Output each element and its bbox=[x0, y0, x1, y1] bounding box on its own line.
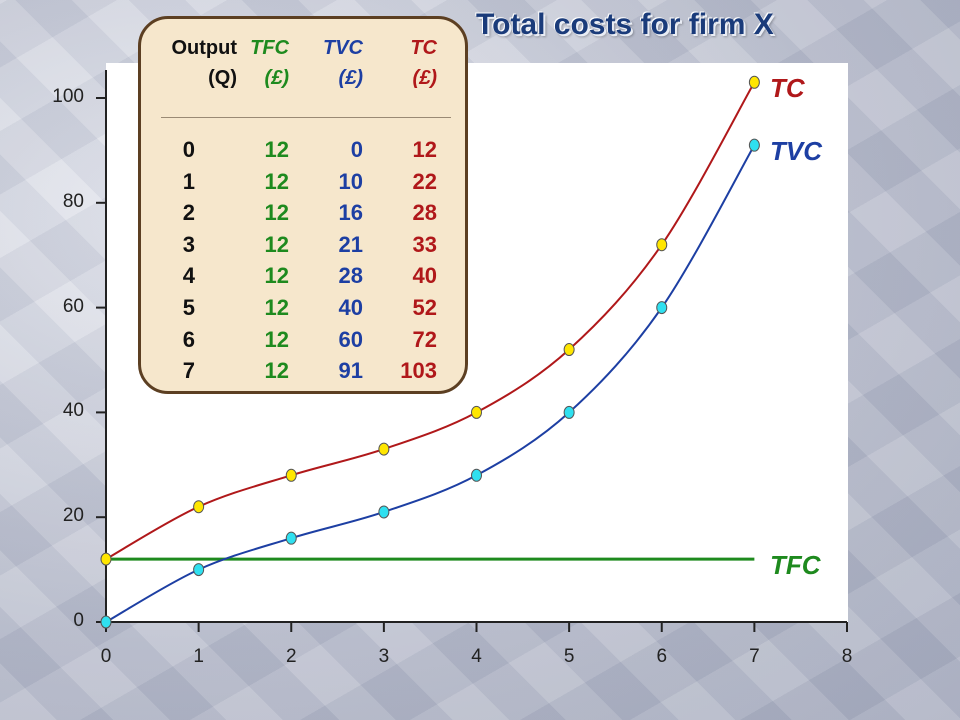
y-tick-label: 60 bbox=[62, 295, 84, 317]
x-tick-label: 4 bbox=[471, 646, 482, 667]
cost-table: Output (Q) TFC (£) TVC (£) TC (£) 0 12 0 12 1 12 10 22 2… bbox=[138, 16, 468, 394]
table-cell: 12 bbox=[264, 231, 289, 257]
table-cell: 12 bbox=[264, 358, 289, 384]
tvc-point bbox=[285, 531, 297, 545]
x-tick-label: 3 bbox=[378, 646, 390, 667]
x-tick-label: 2 bbox=[285, 646, 297, 667]
tc-point bbox=[193, 500, 205, 514]
x-tick-label: 6 bbox=[656, 646, 668, 667]
table-cell: 12 bbox=[264, 168, 289, 194]
y-tick-label: 100 bbox=[52, 86, 84, 107]
table-cell: 40 bbox=[412, 263, 437, 289]
table-header-cell: (£) bbox=[412, 67, 437, 89]
table-cell: 12 bbox=[264, 200, 289, 226]
table-header-cell: TC bbox=[410, 37, 437, 59]
table-cell: 12 bbox=[264, 326, 289, 352]
tvc-point bbox=[563, 405, 575, 419]
tc-point bbox=[285, 468, 297, 482]
table-cell: 12 bbox=[412, 137, 437, 162]
tvc-point bbox=[748, 138, 760, 152]
tvc-point bbox=[193, 563, 205, 577]
table-cell: 10 bbox=[338, 168, 363, 194]
table-cell: 103 bbox=[400, 358, 437, 384]
x-tick-label: 8 bbox=[841, 646, 853, 667]
tc-point bbox=[471, 405, 482, 419]
table-cell: 28 bbox=[338, 263, 363, 289]
tvc-point bbox=[656, 301, 668, 315]
tc-series-label: TC bbox=[770, 73, 805, 104]
table-header-cell: Output bbox=[171, 37, 237, 59]
table-cell: 0 bbox=[182, 137, 195, 162]
table-cell: 72 bbox=[412, 326, 437, 352]
table-cell: 28 bbox=[412, 200, 437, 226]
chart-title: Total costs for firm X bbox=[476, 8, 774, 41]
x-tick-label: 0 bbox=[100, 646, 112, 667]
table-header-cell: TFC bbox=[250, 37, 289, 59]
table-header-cell: TVC bbox=[323, 37, 363, 59]
tc-point bbox=[656, 238, 668, 252]
y-tick-label: 0 bbox=[73, 610, 84, 631]
tfc-series-label: TFC bbox=[770, 550, 821, 581]
table-header-cell: (Q) bbox=[208, 67, 237, 89]
table-cell: 3 bbox=[182, 231, 195, 257]
table-cell: 2 bbox=[182, 200, 195, 226]
table-cell: 7 bbox=[182, 358, 195, 384]
table-cell: 1 bbox=[182, 168, 195, 194]
y-tick-label: 80 bbox=[62, 190, 84, 212]
table-cell: 6 bbox=[182, 326, 195, 352]
table-cell: 33 bbox=[412, 231, 437, 257]
table-cell: 12 bbox=[264, 295, 289, 320]
tvc-point bbox=[471, 468, 482, 482]
y-tick-label: 40 bbox=[62, 400, 84, 422]
table-header-cell: (£) bbox=[264, 67, 289, 89]
table-cell: 60 bbox=[338, 326, 363, 352]
table-cell: 4 bbox=[182, 263, 195, 289]
y-tick-label: 20 bbox=[62, 505, 84, 527]
tvc-series-label: TVC bbox=[770, 136, 822, 167]
table-cell: 12 bbox=[264, 263, 289, 289]
table-header-cell: (£) bbox=[338, 67, 363, 89]
x-tick-label: 5 bbox=[563, 646, 575, 667]
table-cell: 21 bbox=[338, 231, 363, 257]
tc-point bbox=[100, 552, 112, 566]
table-cell: 40 bbox=[338, 295, 363, 320]
x-tick-label: 1 bbox=[193, 646, 204, 667]
table-cell: 12 bbox=[264, 137, 289, 162]
table-cell: 22 bbox=[412, 168, 437, 194]
tvc-point bbox=[100, 615, 112, 629]
x-tick-label: 7 bbox=[749, 646, 760, 667]
tc-point bbox=[563, 343, 575, 357]
table-cell: 52 bbox=[412, 295, 437, 320]
table-cell: 91 bbox=[338, 358, 363, 384]
table-divider bbox=[161, 117, 451, 118]
tc-point bbox=[748, 75, 760, 89]
tvc-point bbox=[378, 505, 390, 519]
table-cell: 16 bbox=[338, 200, 363, 226]
tc-point bbox=[378, 442, 390, 456]
table-cell: 0 bbox=[350, 137, 363, 162]
table-cell: 5 bbox=[182, 295, 195, 320]
